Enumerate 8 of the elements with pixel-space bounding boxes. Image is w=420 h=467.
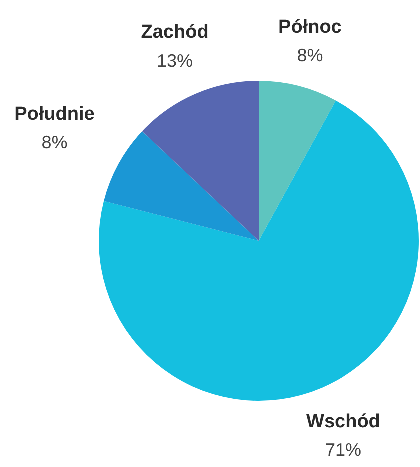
data-label: 13%: [157, 50, 194, 71]
slice-label: Wschód: [306, 411, 380, 432]
slice-label: Zachód: [141, 22, 209, 44]
data-label: 8%: [297, 46, 324, 66]
data-label: 8%: [42, 132, 68, 153]
data-label: 71%: [325, 440, 362, 460]
slice-label: Południe: [14, 104, 95, 125]
slice-label: Północ: [278, 16, 342, 38]
